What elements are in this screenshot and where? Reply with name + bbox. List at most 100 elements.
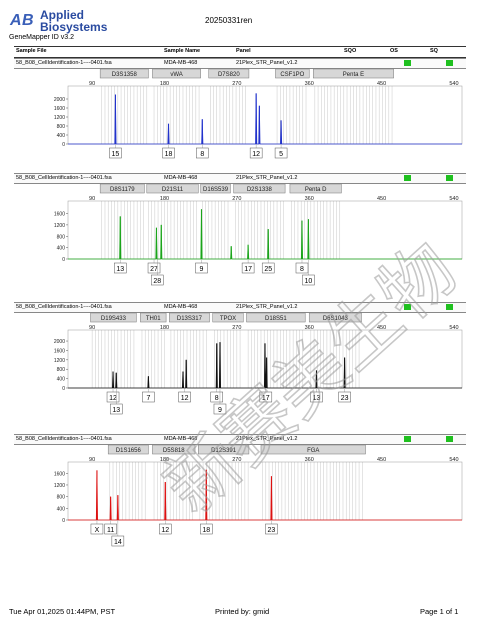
allele-call[interactable]: 8 — [295, 259, 309, 274]
y-tick-label: 1600 — [54, 212, 65, 218]
locus-marker[interactable]: FGA — [260, 444, 366, 455]
locus-label: TH01 — [146, 316, 161, 322]
allele-label: X — [95, 527, 100, 534]
locus-marker[interactable]: Penta E — [312, 68, 394, 79]
allele-label: 14 — [114, 539, 122, 546]
locus-marker[interactable]: D2S1338 — [233, 183, 286, 194]
allele-call[interactable]: 11 — [104, 520, 117, 535]
x-tick-label: 360 — [305, 81, 314, 87]
x-tick-label: 450 — [377, 196, 386, 202]
allele-label: 23 — [268, 527, 276, 534]
allele-call[interactable]: 17 — [259, 388, 273, 403]
locus-marker[interactable]: D21S11 — [146, 183, 199, 194]
quality-indicator — [404, 175, 411, 181]
locus-marker[interactable]: Penta D — [289, 183, 342, 194]
y-tick-label: 1200 — [54, 223, 65, 229]
allele-call[interactable]: 12 — [178, 388, 191, 403]
x-tick-label: 540 — [449, 325, 458, 331]
locus-marker[interactable]: TPOX — [212, 312, 244, 323]
allele-label: 23 — [341, 395, 349, 402]
quality-indicator — [446, 175, 453, 181]
sample-name: MDA-MB-468 — [164, 175, 198, 181]
locus-label: D16S539 — [203, 187, 229, 193]
sample-info-row: 58_B08_CellIdentification-1----0401.fsa M… — [14, 58, 466, 69]
panel-name: 21Plex_STR_Panel_v1.2 — [236, 60, 298, 66]
x-tick-label: 540 — [449, 457, 458, 463]
allele-call[interactable]: 7 — [142, 388, 155, 403]
x-tick-label: 270 — [232, 457, 241, 463]
locus-marker[interactable]: D12S391 — [198, 444, 250, 455]
allele-call[interactable]: 27 — [147, 259, 161, 274]
sample-file: 58_B08_CellIdentification-1----0401.fsa — [16, 60, 112, 66]
sample-file: 58_B08_CellIdentification-1----0401.fsa — [16, 304, 112, 310]
sample-name: MDA-MB-468 — [164, 436, 198, 442]
locus-marker[interactable]: D19S433 — [90, 312, 137, 323]
locus-marker[interactable]: D1S1656 — [107, 444, 149, 455]
col-os: OS — [390, 48, 398, 54]
allele-call[interactable]: 8 — [210, 388, 224, 403]
sample-name: MDA-MB-468 — [164, 304, 198, 310]
locus-label: D6S1043 — [323, 316, 349, 322]
allele-call[interactable]: 12 — [159, 520, 172, 535]
allele-call[interactable]: 12 — [249, 144, 263, 159]
x-tick-label: 180 — [160, 196, 169, 202]
allele-label: 8 — [200, 151, 204, 158]
allele-label: 13 — [112, 407, 120, 414]
allele-call[interactable]: 9 — [195, 259, 208, 274]
locus-marker[interactable]: vWA — [152, 68, 201, 79]
x-tick-label: 450 — [377, 457, 386, 463]
panel-name: 21Plex_STR_Panel_v1.2 — [236, 304, 298, 310]
locus-marker[interactable]: D8S1179 — [99, 183, 145, 194]
y-tick-label: 2000 — [54, 339, 65, 345]
locus-marker[interactable]: D16S539 — [200, 183, 231, 194]
col-sample-file: Sample File — [16, 48, 47, 54]
software-version: GeneMapper ID v3.2 — [9, 34, 74, 41]
locus-marker[interactable]: TH01 — [140, 312, 167, 323]
locus-marker[interactable]: CSF1PO — [275, 68, 310, 79]
locus-marker[interactable]: D13S317 — [169, 312, 210, 323]
locus-marker[interactable]: D7S820 — [208, 68, 250, 79]
applied-biosystems-logo: A B — [9, 8, 39, 30]
y-tick-label: 1200 — [54, 483, 65, 489]
x-tick-label: 180 — [160, 457, 169, 463]
allele-call[interactable]: X — [90, 520, 104, 535]
allele-label: 11 — [107, 527, 114, 534]
locus-marker[interactable]: D3S1358 — [99, 68, 149, 79]
x-tick-label: 180 — [160, 81, 169, 87]
allele-label: 10 — [305, 278, 313, 285]
locus-label: D5S818 — [163, 448, 185, 454]
sample-name: MDA-MB-468 — [164, 60, 198, 66]
allele-call[interactable]: 13 — [114, 259, 127, 274]
locus-label: D21S11 — [162, 187, 184, 193]
allele-call[interactable]: 23 — [338, 388, 351, 403]
y-tick-label: 400 — [57, 506, 66, 512]
allele-call[interactable]: 12 — [106, 388, 120, 403]
quality-indicator — [446, 436, 453, 442]
allele-call[interactable]: 10 — [302, 259, 315, 286]
x-tick-label: 450 — [377, 325, 386, 331]
allele-call[interactable]: 18 — [162, 144, 175, 159]
allele-label: 12 — [252, 151, 260, 158]
allele-call[interactable]: 28 — [151, 259, 164, 286]
allele-call[interactable]: 9 — [213, 388, 227, 415]
allele-call[interactable]: 14 — [111, 520, 125, 547]
locus-label: Penta E — [343, 72, 364, 78]
svg-text:A: A — [9, 12, 22, 29]
allele-call[interactable]: 23 — [265, 520, 278, 535]
x-tick-label: 540 — [449, 196, 458, 202]
allele-call[interactable]: 18 — [200, 520, 213, 535]
locus-marker[interactable]: D6S1043 — [308, 312, 362, 323]
allele-call[interactable]: 5 — [274, 144, 288, 159]
allele-call[interactable]: 13 — [109, 388, 123, 415]
allele-call[interactable]: 25 — [261, 259, 275, 274]
panel-name: 21Plex_STR_Panel_v1.2 — [236, 436, 298, 442]
allele-call[interactable]: 13 — [310, 388, 323, 403]
allele-call[interactable]: 17 — [241, 259, 255, 274]
locus-marker[interactable]: D18S51 — [246, 312, 306, 323]
allele-call[interactable]: 15 — [109, 144, 122, 159]
allele-call[interactable]: 8 — [196, 144, 209, 159]
column-header-row: Sample File Sample Name Panel SQO OS SQ — [14, 46, 466, 58]
locus-marker[interactable]: D5S818 — [152, 444, 196, 455]
